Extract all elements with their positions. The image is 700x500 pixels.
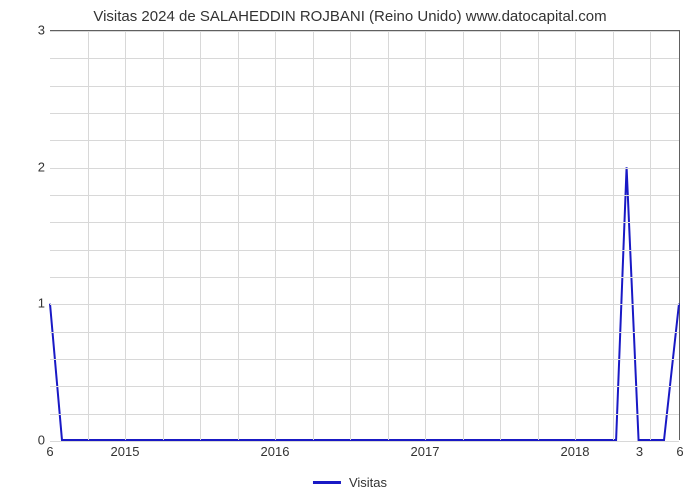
grid-line-v <box>613 31 614 440</box>
y-tick-label: 3 <box>30 23 45 38</box>
grid-line-v <box>275 31 276 440</box>
grid-line-v <box>538 31 539 440</box>
grid-line-v <box>238 31 239 440</box>
grid-line-h <box>50 222 679 223</box>
grid-line-h <box>50 140 679 141</box>
legend: Visitas <box>313 475 387 490</box>
grid-line-h <box>50 168 679 169</box>
grid-line-v <box>200 31 201 440</box>
grid-line-v <box>313 31 314 440</box>
plot-area <box>50 30 680 440</box>
grid-line-h <box>50 414 679 415</box>
grid-line-h <box>50 359 679 360</box>
grid-line-h <box>50 386 679 387</box>
y-tick-label: 1 <box>30 296 45 311</box>
grid-line-h <box>50 277 679 278</box>
y-tick-label: 0 <box>30 433 45 448</box>
x-tick-label: 2018 <box>561 444 590 459</box>
grid-line-h <box>50 195 679 196</box>
x-tick-label: 2017 <box>411 444 440 459</box>
grid-line-h <box>50 441 679 442</box>
grid-line-v <box>350 31 351 440</box>
grid-line-v <box>500 31 501 440</box>
x-tick-label: 2015 <box>111 444 140 459</box>
grid-line-h <box>50 304 679 305</box>
grid-line-v <box>388 31 389 440</box>
grid-line-h <box>50 58 679 59</box>
chart-container: Visitas 2024 de SALAHEDDIN ROJBANI (Rein… <box>0 0 700 500</box>
x-tick-label: 2016 <box>261 444 290 459</box>
legend-swatch <box>313 481 341 484</box>
x-below-label: 6 <box>676 444 683 459</box>
grid-line-h <box>50 332 679 333</box>
grid-line-v <box>575 31 576 440</box>
grid-line-v <box>425 31 426 440</box>
x-below-label: 3 <box>636 444 643 459</box>
x-below-label: 6 <box>46 444 53 459</box>
grid-line-h <box>50 113 679 114</box>
grid-line-v <box>163 31 164 440</box>
grid-line-v <box>650 31 651 440</box>
grid-line-v <box>463 31 464 440</box>
chart-title: Visitas 2024 de SALAHEDDIN ROJBANI (Rein… <box>0 0 700 25</box>
grid-line-h <box>50 31 679 32</box>
grid-line-h <box>50 250 679 251</box>
grid-line-h <box>50 86 679 87</box>
grid-line-v <box>88 31 89 440</box>
legend-label: Visitas <box>349 475 387 490</box>
line-series <box>50 31 679 440</box>
grid-line-v <box>125 31 126 440</box>
y-tick-label: 2 <box>30 159 45 174</box>
